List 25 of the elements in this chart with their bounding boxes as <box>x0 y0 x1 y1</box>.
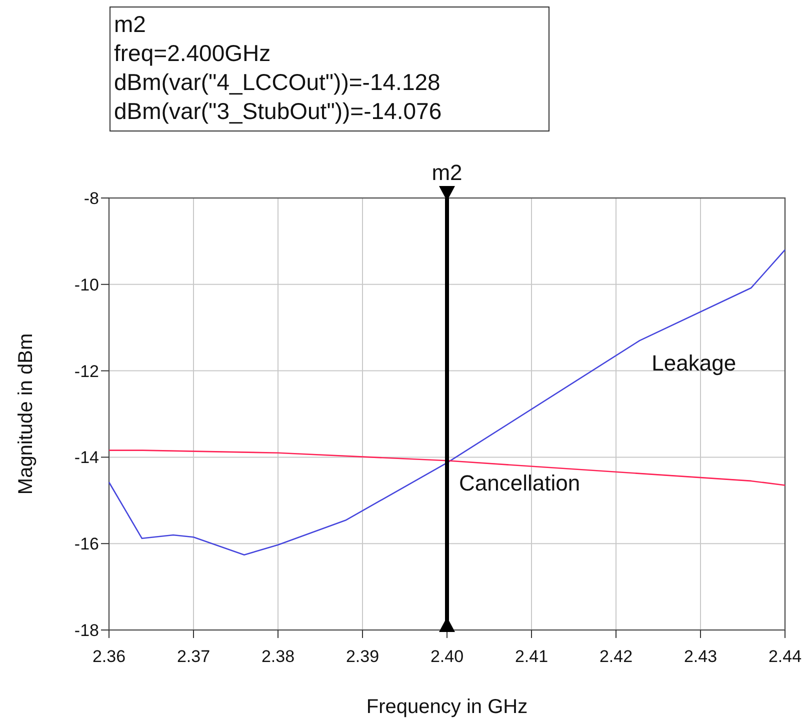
text: freq=2.400GHz <box>114 40 271 66</box>
x-tick-label: 2.43 <box>684 647 718 666</box>
y-axis-title: Magnitude in dBm <box>15 333 37 495</box>
text: m2 <box>114 11 146 37</box>
series-label: Cancellation <box>459 470 580 496</box>
y-tick-label: -16 <box>74 534 99 554</box>
line-series <box>108 249 786 556</box>
text: dBm(var("3_StubOut"))=-14.076 <box>114 98 442 124</box>
ref-line-label: m2 <box>432 160 462 185</box>
y-tick-label: -12 <box>74 362 99 381</box>
x-tick-label: 2.42 <box>599 647 633 666</box>
x-tick-label: 2.36 <box>92 647 126 666</box>
y-tick-label: -10 <box>74 275 99 294</box>
x-tick-label: 2.39 <box>346 647 380 666</box>
x-tick-label: 2.37 <box>176 647 210 666</box>
x-tick-label: 2.40 <box>430 647 464 666</box>
x-axis-title: Frequency in GHz <box>366 696 528 718</box>
series-label: Leakage <box>652 350 736 376</box>
x-tick-label: 2.38 <box>261 647 295 666</box>
y-tick-label: -14 <box>74 448 99 468</box>
y-tick-label: -18 <box>74 621 99 640</box>
x-tick-label: 2.41 <box>514 647 548 666</box>
text: dBm(var("4_LCCOut"))=-14.128 <box>114 69 440 95</box>
y-tick-label: -8 <box>84 189 99 208</box>
x-tick-label: 2.44 <box>768 647 802 666</box>
